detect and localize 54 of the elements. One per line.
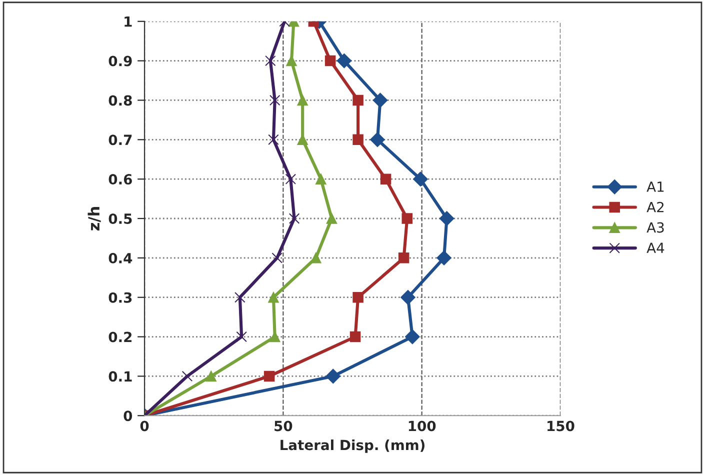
point (372, 92, 388, 108)
point (268, 134, 279, 146)
point (400, 290, 416, 305)
y-tick-label: 1 (124, 16, 132, 27)
point (336, 53, 352, 68)
legend-label: A4 (646, 242, 664, 253)
y-tick-label: 0.9 (108, 56, 132, 66)
legend-label: A2 (646, 202, 664, 212)
y-tick-label: 0.6 (108, 174, 132, 185)
point (370, 132, 385, 148)
point (182, 370, 193, 382)
point (352, 134, 364, 146)
legend-label: A1 (646, 182, 664, 192)
point (206, 370, 216, 382)
point (310, 252, 322, 264)
point (285, 174, 296, 184)
point (326, 213, 338, 224)
point (398, 252, 410, 264)
point (272, 252, 282, 264)
x-axis-title: Lateral Disp. (mm) (280, 439, 424, 453)
y-tick-label: 0.8 (108, 95, 132, 106)
point (268, 292, 279, 303)
x-tick-label: 0 (140, 420, 149, 432)
point (234, 292, 246, 303)
x-tick-label: 50 (274, 420, 292, 432)
y-tick-label: 0.1 (108, 371, 132, 382)
y-tick-label: 0.7 (108, 134, 132, 146)
point (350, 331, 361, 342)
x-tick-label: 150 (548, 420, 574, 432)
y-tick-label: 0.2 (108, 332, 132, 342)
point (436, 250, 452, 266)
legend-label: A3 (646, 222, 664, 233)
point (236, 331, 247, 342)
point (413, 172, 428, 186)
point (265, 55, 276, 66)
point (264, 370, 275, 382)
point (380, 174, 392, 184)
y-tick-label: 0.4 (108, 252, 132, 264)
point (324, 55, 336, 66)
point (402, 213, 413, 224)
point (288, 213, 300, 224)
point (316, 174, 326, 184)
point (439, 211, 454, 226)
point (297, 94, 308, 106)
y-tick-label: 0 (124, 410, 132, 422)
point (352, 292, 364, 303)
point (405, 329, 420, 344)
y-tick-label: 0.3 (108, 292, 132, 303)
x-tick-label: 100 (408, 420, 436, 432)
y-tick-label: 0.5 (108, 213, 132, 224)
point (269, 94, 280, 106)
point (352, 94, 364, 106)
y-axis-title: z/h (88, 207, 101, 230)
point (326, 368, 340, 384)
